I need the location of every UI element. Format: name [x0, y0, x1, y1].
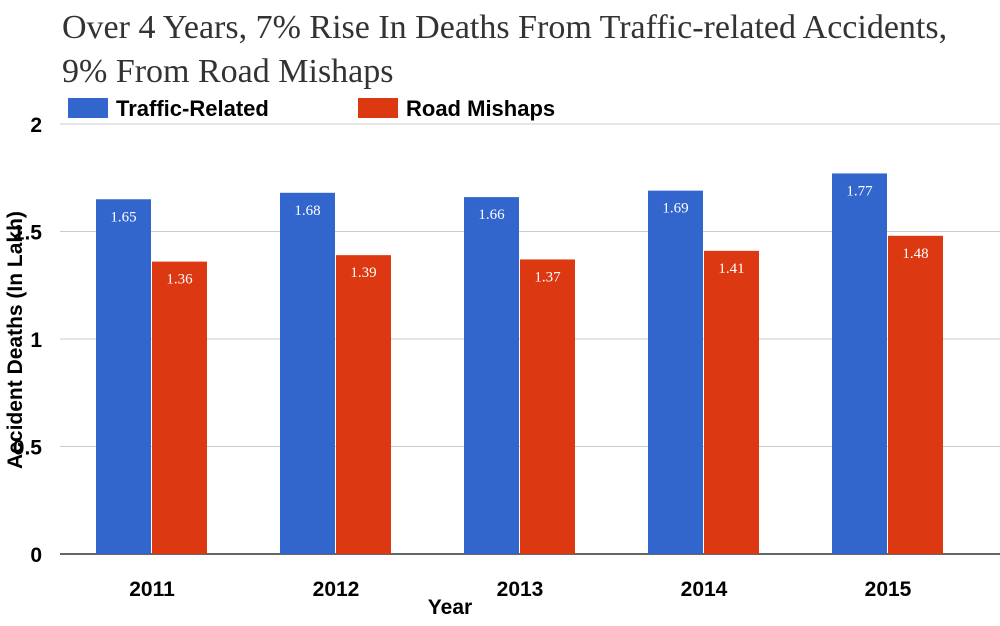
- x-tick-label: 2013: [497, 578, 544, 601]
- bars: 1.65 1.36 1.68 1.39 1.66 1.37 1.69 1.41 1.77 1.48: [96, 173, 943, 554]
- y-tick-label: 1.5: [13, 222, 43, 245]
- bar-traffic-related-2015: [832, 173, 887, 554]
- bar-value-label: 1.66: [478, 207, 505, 223]
- x-tick-label: 2015: [865, 578, 912, 601]
- bar-road-mishaps-2011: [152, 262, 207, 554]
- bar-value-label: 1.36: [166, 272, 193, 288]
- bar-value-label: 1.69: [662, 201, 688, 217]
- bar-value-label: 1.68: [294, 203, 320, 219]
- bar-value-label: 1.37: [534, 269, 561, 285]
- y-tick-label: 2: [30, 114, 42, 137]
- y-tick-label: 0.5: [13, 437, 43, 460]
- bar-traffic-related-2011: [96, 199, 151, 554]
- bar-traffic-related-2012: [280, 193, 335, 554]
- y-axis-ticks: 0 0.5 1 1.5 2: [13, 114, 43, 567]
- x-axis-ticks: 2011 2012 2013 2014 2015: [129, 578, 911, 601]
- x-tick-label: 2011: [129, 578, 175, 601]
- y-tick-label: 1: [30, 329, 42, 352]
- y-tick-label: 0: [30, 544, 42, 567]
- bar-value-label: 1.41: [718, 261, 744, 277]
- bar-traffic-related-2013: [464, 197, 519, 554]
- x-tick-label: 2012: [313, 578, 360, 601]
- x-tick-label: 2014: [681, 578, 728, 601]
- bar-road-mishaps-2012: [336, 255, 391, 554]
- bar-value-label: 1.48: [902, 246, 928, 262]
- bar-value-label: 1.39: [350, 265, 376, 281]
- bar-road-mishaps-2013: [520, 259, 575, 554]
- bar-road-mishaps-2014: [704, 251, 759, 554]
- bar-road-mishaps-2015: [888, 236, 943, 554]
- bar-value-label: 1.77: [846, 183, 873, 199]
- bar-value-label: 1.65: [110, 209, 136, 225]
- bar-traffic-related-2014: [648, 191, 703, 554]
